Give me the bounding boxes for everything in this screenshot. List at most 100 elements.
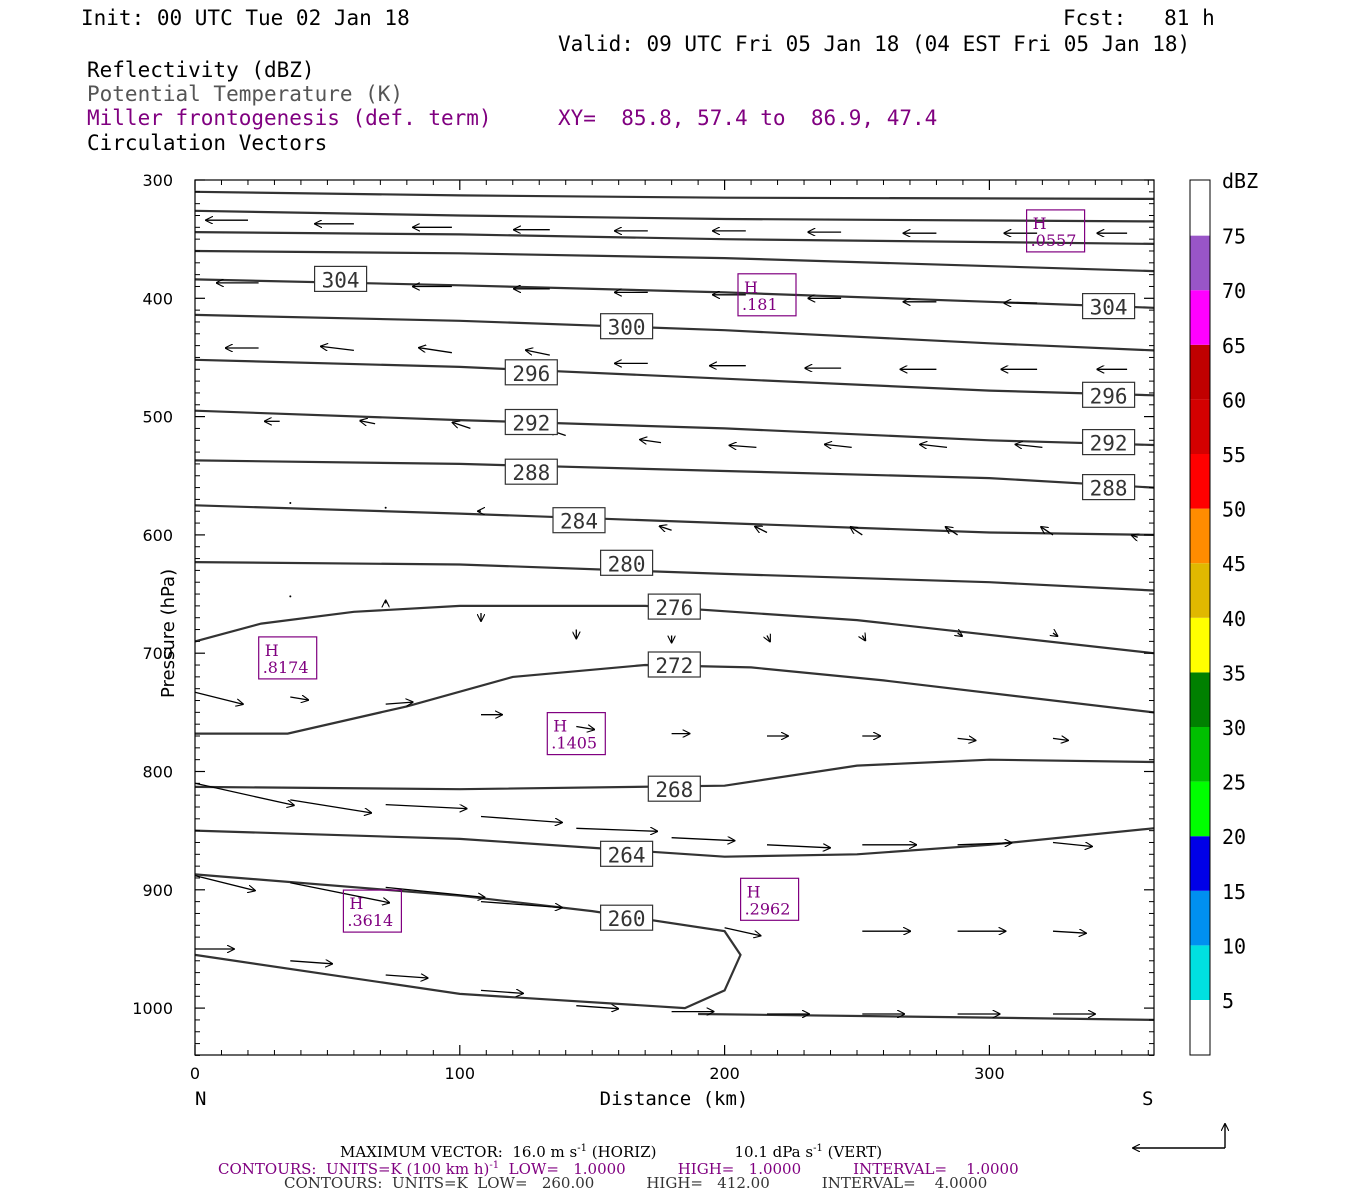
theta-label-box (1081, 293, 1136, 320)
frontogenesis-max-h: H (744, 278, 758, 297)
circulation-vector (385, 803, 467, 809)
y-tick-label: 700 (142, 644, 173, 663)
colorbar-label: 70 (1222, 279, 1246, 303)
circulation-vector (957, 843, 1012, 845)
x-tick-label: 0 (190, 1064, 200, 1083)
circulation-vector (385, 702, 413, 704)
circulation-vector (766, 845, 830, 848)
theta-label-box (1081, 429, 1136, 456)
theta-label-text: 288 (1090, 477, 1128, 501)
colorbar-swatch (1190, 672, 1210, 727)
circulation-vector (194, 874, 255, 891)
theta-contour-288 (194, 459, 1154, 489)
frontogenesis-max: H.8174 (258, 636, 318, 680)
circulation-vector (660, 526, 672, 530)
circulation-vector (385, 886, 485, 897)
colorbar-swatch (1190, 181, 1210, 236)
theta-contour-280 (194, 561, 1154, 592)
circulation-vector (526, 350, 550, 356)
colorbar-label: 40 (1222, 607, 1246, 631)
theta-label-text: 268 (655, 778, 693, 802)
theta-label-text: 292 (512, 412, 550, 436)
x-tick-label: 100 (445, 1064, 476, 1083)
colorbar-label: 35 (1222, 661, 1246, 685)
frontogenesis-max: H.1405 (546, 711, 606, 756)
theta-label-box (647, 651, 701, 678)
theta-label-box (552, 507, 606, 534)
theta-label: 292 (504, 408, 558, 436)
theta-label-text: 296 (512, 362, 550, 386)
colorbar-label: 20 (1222, 825, 1246, 849)
colorbar-swatch (1190, 945, 1210, 1000)
frontogenesis-max-value: .181 (742, 295, 778, 314)
colorbar-frame (1189, 179, 1211, 1056)
colorbar-swatch (1190, 617, 1210, 673)
theta-contour-300 (194, 313, 1154, 352)
colorbar-swatch (1190, 836, 1210, 891)
circulation-vector (384, 506, 387, 509)
circulation-vector (480, 900, 562, 908)
frontogenesis-max-value: .3614 (347, 911, 393, 930)
frontogenesis-max-box (342, 889, 402, 933)
theta-label-box (1081, 474, 1136, 501)
theta-label: 288 (504, 458, 558, 485)
theta-label: 296 (1081, 381, 1136, 408)
frontogenesis-max: H.3614 (342, 889, 402, 933)
theta-contour-unlabeled-2 (194, 231, 1154, 245)
theta-label-text: 280 (608, 552, 646, 576)
theta-label-text: 300 (608, 316, 646, 340)
colorbar-label: 65 (1222, 334, 1246, 358)
xy-endpoints: XY= 85.8, 57.4 to 86.9, 47.4 (558, 106, 938, 130)
theta-label: 276 (647, 593, 701, 620)
circulation-vector (640, 440, 662, 443)
colorbar-label: 15 (1222, 880, 1246, 904)
frontogenesis-max-box (737, 273, 797, 317)
theta-label: 264 (599, 840, 654, 867)
theta-labels: 304 304 300 296 296 292 292 288 288 284 280 276 272 2… (314, 265, 1136, 931)
footer-theta-contours: CONTOURS: UNITS=K LOW= 260.00 HIGH= 412.0… (284, 1174, 988, 1192)
theta-label-box (599, 313, 654, 340)
circulation-vector (767, 636, 770, 642)
circulation-vector (194, 691, 243, 704)
circulation-vector (576, 828, 657, 831)
circulation-vector (321, 346, 354, 350)
colorbar-label: 55 (1222, 443, 1246, 467)
circulation-vector (290, 961, 332, 964)
theta-contour-unlabeled-1 (194, 209, 1154, 223)
theta-label: 260 (599, 904, 654, 931)
colorbar-swatch (1190, 344, 1210, 400)
theta-label: 304 (1081, 293, 1136, 320)
frontogenesis-max: H.181 (737, 273, 797, 317)
theta-label: 280 (599, 549, 654, 576)
circulation-vector (958, 633, 963, 636)
circulation-vector (290, 799, 371, 813)
circulation-vector (385, 975, 428, 978)
y-tick-label: 600 (142, 526, 173, 545)
circulation-vector (1052, 738, 1068, 740)
theta-label: 272 (647, 651, 701, 678)
y-tick-label: 1000 (132, 999, 173, 1018)
theta-contour-264 (194, 827, 1154, 858)
x-tick-label: 300 (974, 1064, 1005, 1083)
theta-label-text: 284 (560, 510, 598, 534)
circulation-vector (850, 527, 863, 536)
theta-label-box (647, 593, 701, 620)
circulation-vector (724, 927, 761, 936)
frontogenesis-max-h: H (349, 894, 363, 913)
circulation-vector (480, 990, 523, 993)
colorbar-title: dBZ (1222, 169, 1258, 193)
theta-contour-296 (194, 358, 1154, 397)
theta-label-box (504, 359, 558, 386)
circulation-vector (671, 838, 735, 841)
theta-contour-304 (194, 278, 1154, 309)
theta-contour-260 (194, 873, 742, 1010)
theta-label-text: 304 (1090, 296, 1128, 320)
x-end-label-south: S (1142, 1088, 1153, 1110)
x-axis-title: Distance (km) (600, 1088, 749, 1110)
theta-label-text: 272 (655, 654, 693, 678)
theta-contour-276 (194, 604, 1154, 655)
circulation-vector (289, 595, 292, 598)
circulation-vector (729, 445, 757, 447)
circulation-vector (360, 421, 376, 424)
